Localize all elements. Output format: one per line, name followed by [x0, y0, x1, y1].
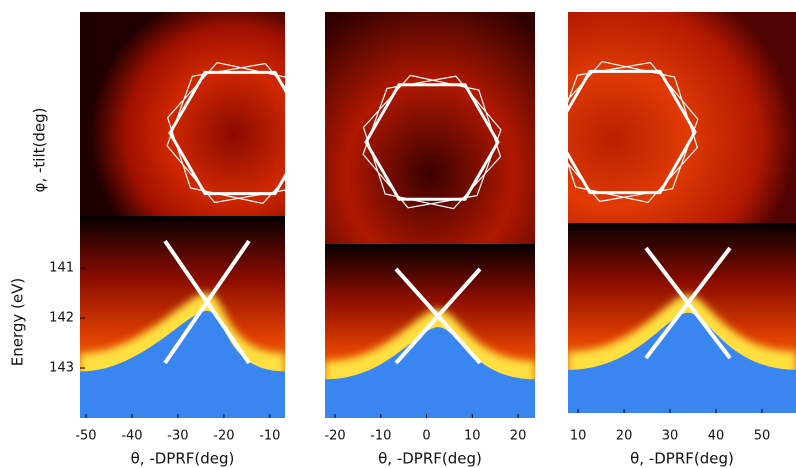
x-tick-label: 0	[422, 429, 430, 444]
x-tick-label: 20	[510, 429, 527, 444]
panel	[568, 12, 796, 413]
panel	[325, 12, 535, 418]
y-label-top: φ, -tilt(deg)	[31, 108, 49, 193]
y-tick-label: 143	[49, 361, 74, 376]
x-label: θ, -DPRF(deg)	[378, 450, 482, 468]
x-tick-label: 40	[708, 429, 725, 444]
x-tick-label: -20	[324, 429, 345, 444]
x-tick-label: 50	[754, 429, 771, 444]
x-tick-label: 20	[616, 429, 633, 444]
x-tick-label: -20	[213, 429, 234, 444]
divider	[325, 244, 535, 246]
dispersion-line	[644, 246, 732, 360]
x-tick-label: -10	[259, 429, 280, 444]
x-label: θ, -DPRF(deg)	[630, 450, 734, 468]
x-label: θ, -DPRF(deg)	[131, 450, 235, 468]
hexagon	[166, 62, 285, 204]
hexagon	[168, 70, 285, 196]
dispersion-line	[163, 239, 251, 365]
hexagon	[568, 60, 699, 204]
hexagon	[364, 83, 500, 201]
hexagon	[166, 61, 285, 205]
x-tick-label: -50	[75, 429, 96, 444]
divider	[80, 216, 285, 218]
blue-region	[325, 327, 535, 418]
hexagon	[568, 69, 697, 195]
hexagon	[568, 61, 699, 203]
blue-region	[568, 312, 796, 413]
x-tick-label: 10	[570, 429, 587, 444]
blue-region	[80, 310, 285, 418]
y-tick-label: 142	[49, 311, 74, 326]
dispersion-line	[394, 267, 482, 365]
x-tick-label: -40	[121, 429, 142, 444]
y-label-bottom: Energy (eV)	[9, 278, 27, 366]
hexagon	[362, 74, 502, 210]
panel	[80, 12, 285, 418]
phi-map	[568, 12, 796, 223]
x-tick-label: -30	[167, 429, 188, 444]
x-tick-label: -10	[370, 429, 391, 444]
x-tick-label: 30	[662, 429, 679, 444]
hexagon	[362, 75, 502, 209]
divider	[568, 223, 796, 225]
y-tick-label: 141	[49, 261, 74, 276]
phi-map	[325, 12, 535, 244]
x-tick-label: 10	[464, 429, 481, 444]
